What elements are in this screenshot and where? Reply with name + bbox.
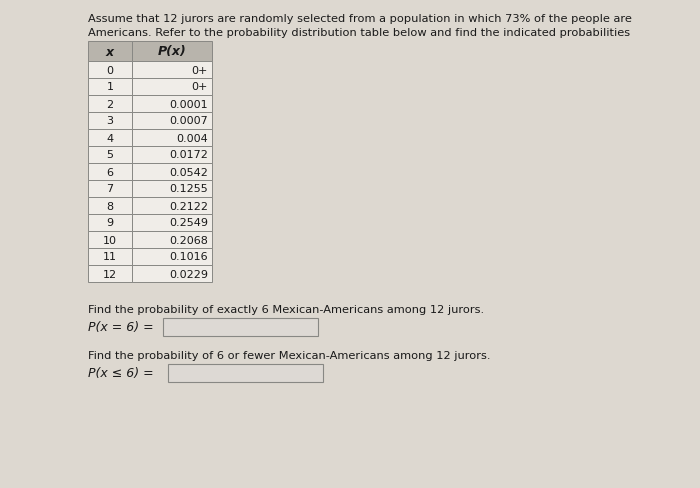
- Bar: [132, 96, 212, 113]
- Text: 10: 10: [103, 235, 117, 245]
- Bar: [132, 79, 212, 96]
- Bar: [88, 231, 132, 248]
- Text: 0.2122: 0.2122: [169, 201, 208, 211]
- Bar: [132, 130, 212, 147]
- Bar: [132, 265, 212, 283]
- Text: Americans. Refer to the probability distribution table below and find the indica: Americans. Refer to the probability dist…: [88, 28, 630, 38]
- Bar: [88, 181, 132, 198]
- Bar: [132, 231, 212, 248]
- Bar: [132, 62, 212, 79]
- Bar: [88, 130, 132, 147]
- Bar: [88, 62, 132, 79]
- Text: 0+: 0+: [192, 82, 208, 92]
- Text: x: x: [106, 45, 114, 59]
- Text: 0.0542: 0.0542: [169, 167, 208, 177]
- Text: 2: 2: [106, 99, 113, 109]
- Text: 0.0172: 0.0172: [169, 150, 208, 160]
- Text: 0.2068: 0.2068: [169, 235, 208, 245]
- Bar: [132, 163, 212, 181]
- Text: 5: 5: [106, 150, 113, 160]
- Text: 7: 7: [106, 184, 113, 194]
- Text: 6: 6: [106, 167, 113, 177]
- Text: Find the probability of 6 or fewer Mexican-Americans among 12 jurors.: Find the probability of 6 or fewer Mexic…: [88, 350, 491, 360]
- Text: 0.0007: 0.0007: [169, 116, 208, 126]
- Bar: [88, 248, 132, 265]
- Bar: [132, 248, 212, 265]
- Bar: [163, 318, 318, 336]
- Text: 4: 4: [106, 133, 113, 143]
- Bar: [88, 96, 132, 113]
- Text: Assume that 12 jurors are randomly selected from a population in which 73% of th: Assume that 12 jurors are randomly selec…: [88, 14, 632, 24]
- Text: 0.2549: 0.2549: [169, 218, 208, 228]
- Bar: [132, 113, 212, 130]
- Bar: [88, 163, 132, 181]
- Text: P(x): P(x): [158, 45, 186, 59]
- Text: 0: 0: [106, 65, 113, 75]
- Bar: [88, 215, 132, 231]
- Text: 0.0229: 0.0229: [169, 269, 208, 279]
- Bar: [88, 113, 132, 130]
- Bar: [132, 198, 212, 215]
- Text: 3: 3: [106, 116, 113, 126]
- Text: Find the probability of exactly 6 Mexican-Americans among 12 jurors.: Find the probability of exactly 6 Mexica…: [88, 305, 484, 314]
- Text: P(x ≤ 6) =: P(x ≤ 6) =: [88, 366, 153, 379]
- Bar: [88, 147, 132, 163]
- Bar: [88, 42, 132, 62]
- Text: 8: 8: [106, 201, 113, 211]
- Bar: [88, 265, 132, 283]
- Bar: [132, 42, 212, 62]
- Text: 11: 11: [103, 252, 117, 262]
- Text: 0.0001: 0.0001: [169, 99, 208, 109]
- Bar: [88, 79, 132, 96]
- Bar: [132, 147, 212, 163]
- Text: 0.1255: 0.1255: [169, 184, 208, 194]
- Bar: [132, 215, 212, 231]
- Text: 9: 9: [106, 218, 113, 228]
- Bar: [132, 181, 212, 198]
- Text: 0.1016: 0.1016: [169, 252, 208, 262]
- Bar: [168, 364, 323, 382]
- Bar: [88, 198, 132, 215]
- Text: P(x = 6) =: P(x = 6) =: [88, 320, 153, 333]
- Text: 0+: 0+: [192, 65, 208, 75]
- Text: 12: 12: [103, 269, 117, 279]
- Text: 1: 1: [106, 82, 113, 92]
- Text: 0.004: 0.004: [176, 133, 208, 143]
